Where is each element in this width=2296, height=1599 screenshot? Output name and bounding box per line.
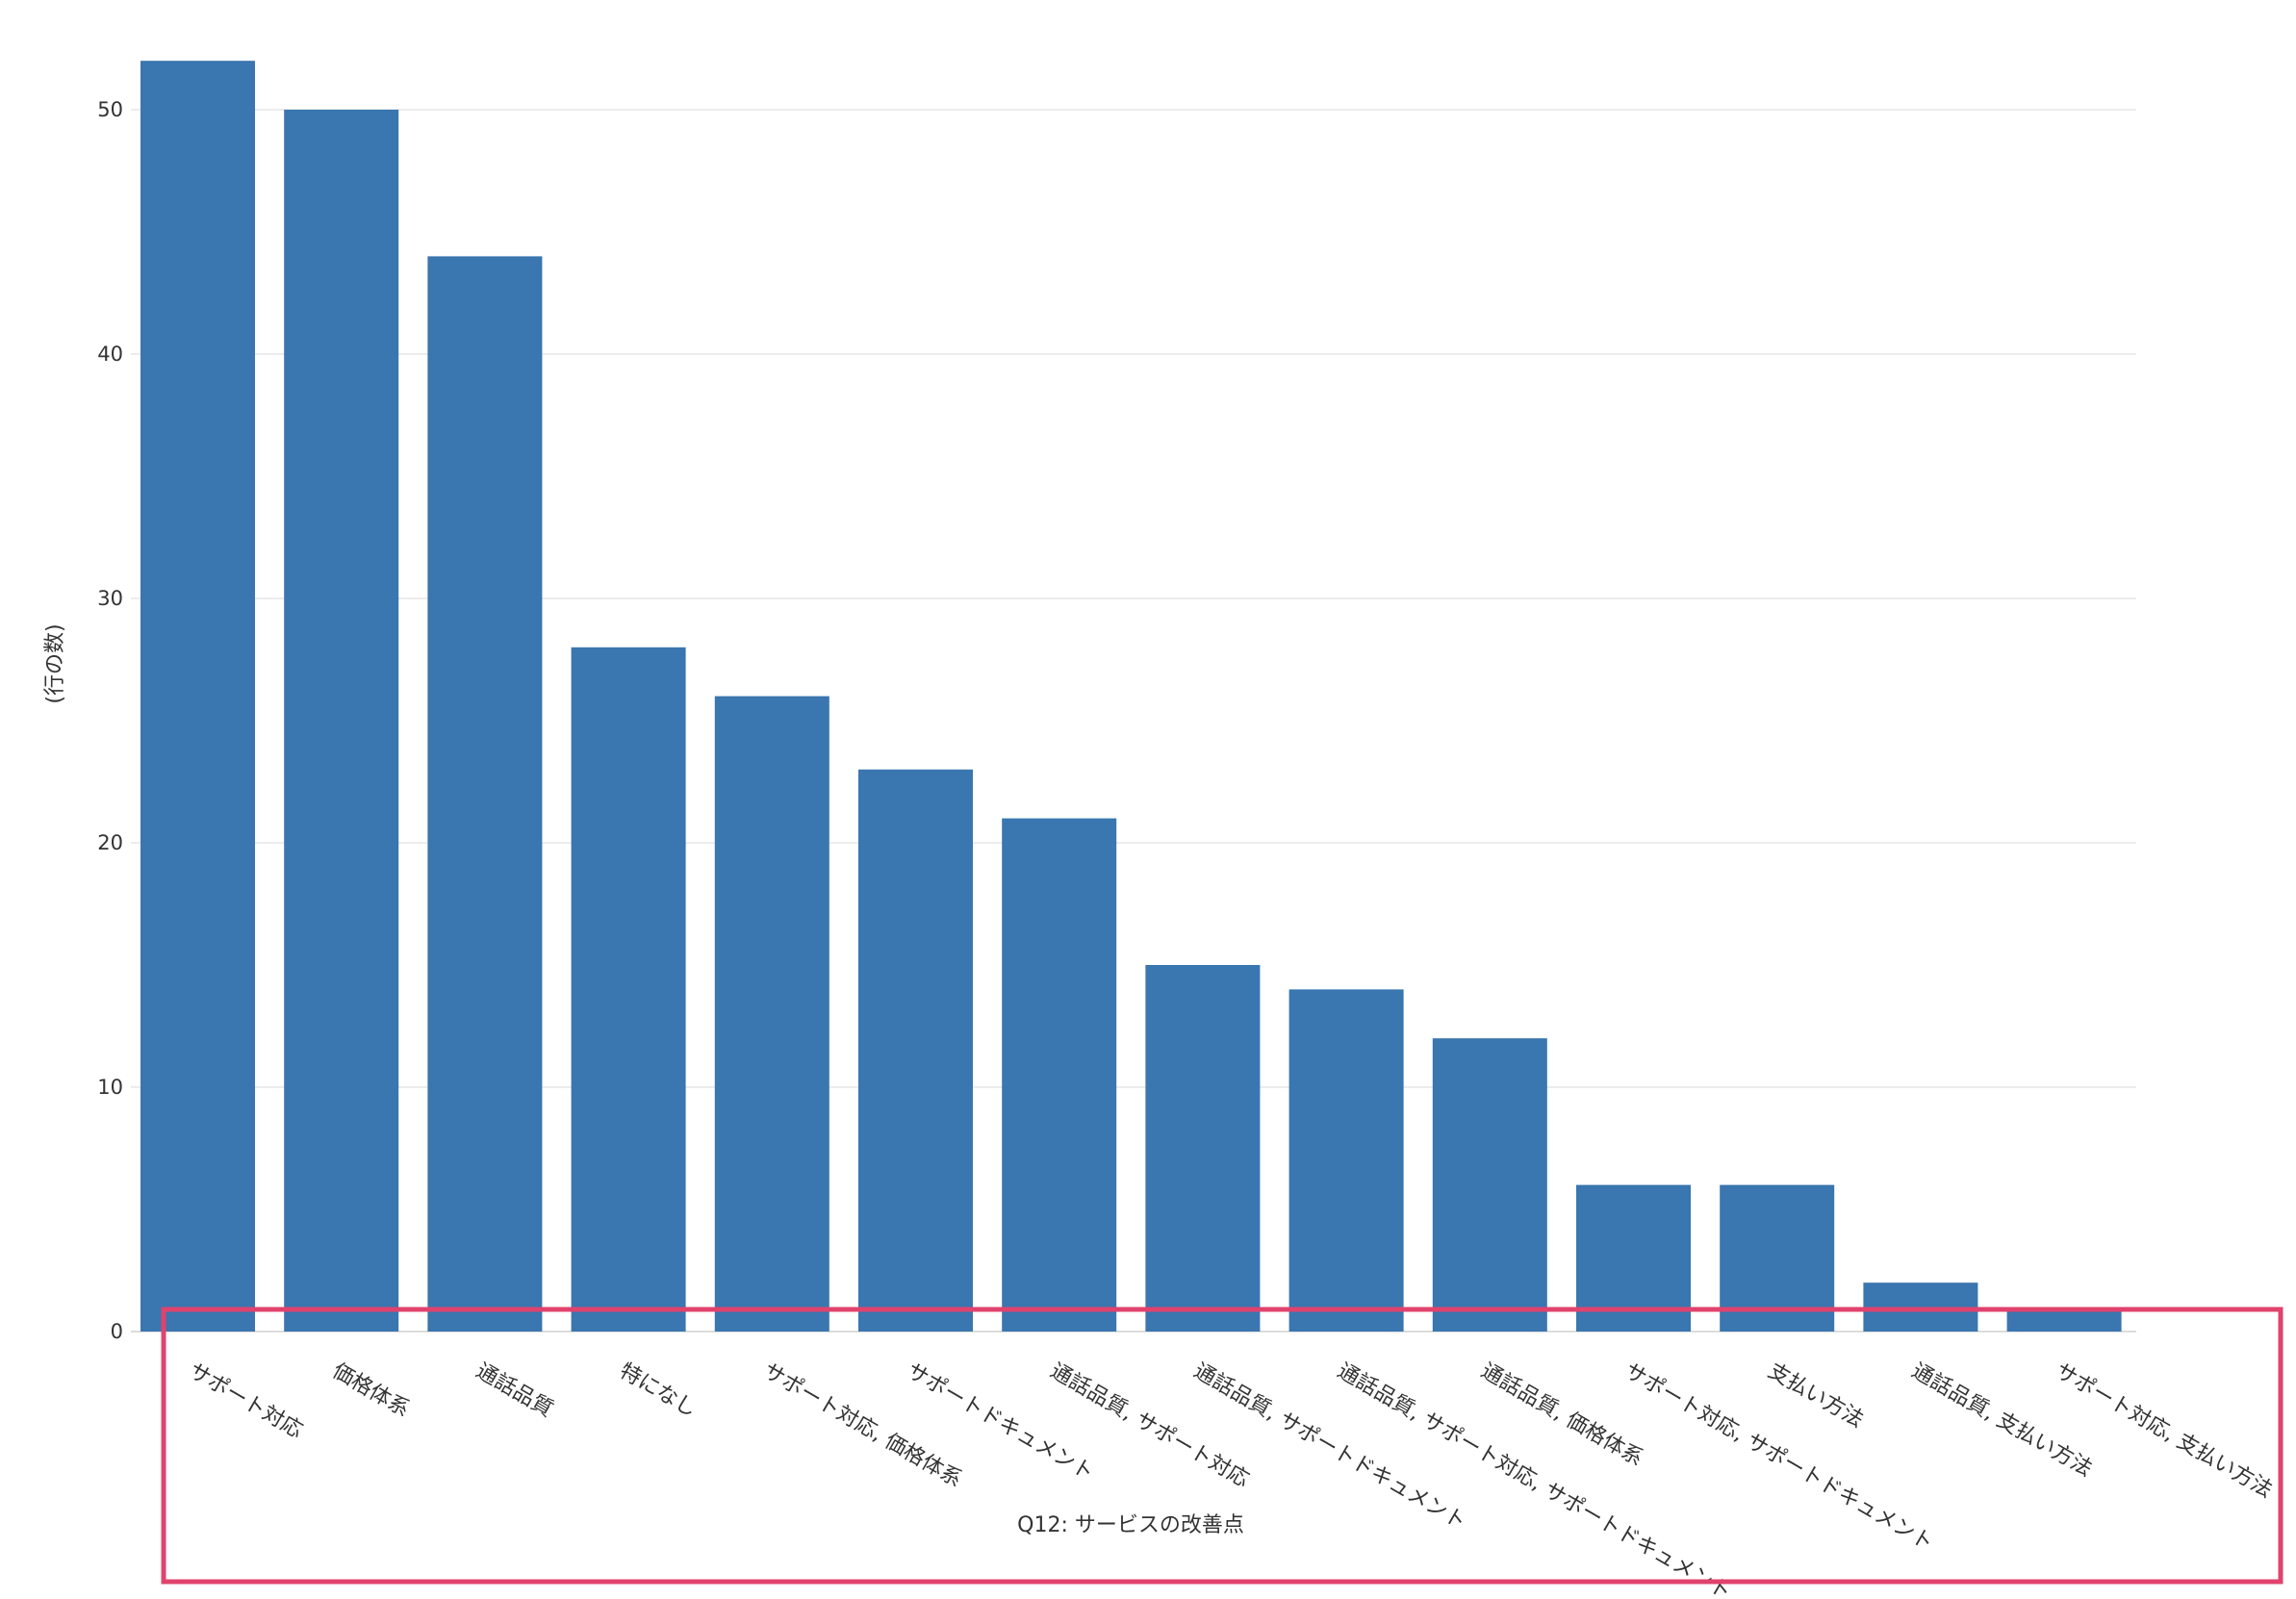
- bar-3: [571, 647, 686, 1332]
- bar-4: [714, 696, 829, 1332]
- bar-1: [284, 110, 399, 1332]
- bar-7: [1145, 965, 1261, 1332]
- y-tick-label: 50: [97, 98, 123, 121]
- bar-9: [1432, 1038, 1547, 1332]
- y-axis-ticks: 0 10 20 30 40 50: [97, 98, 123, 1343]
- y-tick-label: 40: [97, 343, 123, 366]
- highlight-box: [161, 1307, 2283, 1585]
- x-tick-label: サポート対応, 支払い方法: [2051, 1359, 2276, 1504]
- bar-6: [1002, 818, 1117, 1332]
- y-tick-label: 0: [111, 1320, 123, 1343]
- x-axis-title: Q12: サービスの改善点: [1017, 1513, 1244, 1537]
- x-tick-label: 通話品質, サポートドキュメント: [1189, 1359, 1469, 1536]
- x-tick-label: 価格体系: [328, 1359, 414, 1423]
- bar-2: [427, 256, 543, 1332]
- x-tick-label: 支払い方法: [1764, 1359, 1868, 1434]
- x-tick-label: 特になし: [615, 1359, 701, 1423]
- x-axis-ticks: サポート対応 価格体系 通話品質 特になし サポート対応, 価格体系サポートドキュメント…: [185, 1359, 2277, 1599]
- x-tick-label: サポート対応, サポートドキュメント: [1620, 1359, 1937, 1557]
- bar-0: [140, 61, 255, 1332]
- bar-8: [1288, 989, 1404, 1332]
- bar-5: [858, 769, 973, 1332]
- y-axis-title: (行の数): [43, 623, 67, 703]
- x-tick-label: 通話品質: [472, 1359, 557, 1423]
- y-tick-label: 10: [97, 1076, 123, 1099]
- y-tick-label: 30: [97, 587, 123, 610]
- x-tick-label: サポート対応: [185, 1359, 307, 1444]
- bars: [140, 61, 2122, 1332]
- y-tick-label: 20: [97, 831, 123, 854]
